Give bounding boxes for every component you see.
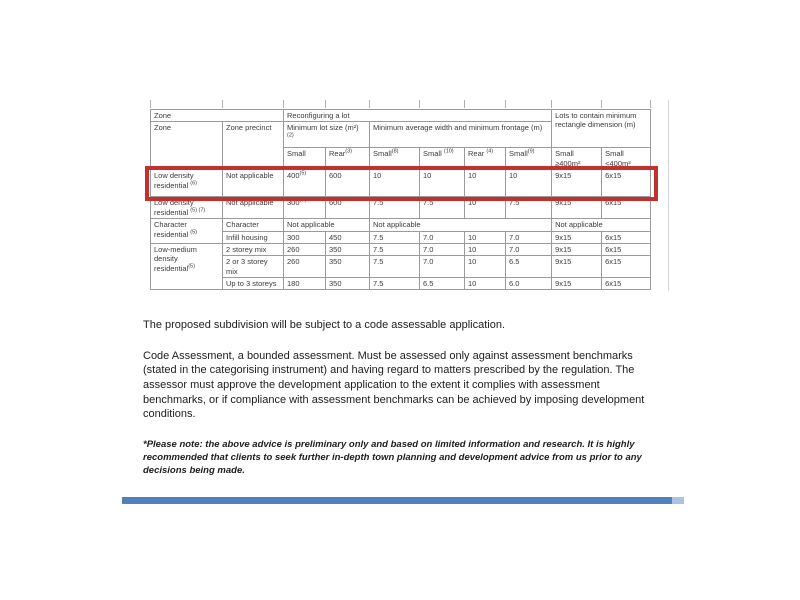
value-cell: 6.5	[419, 276, 466, 291]
subheader-cell: Small(8)	[369, 147, 421, 171]
value-cell: 10	[464, 196, 507, 220]
header-zone-precinct: Zone precinct	[221, 121, 285, 171]
value-cell: 6x15	[601, 169, 652, 198]
header-min-lot-size: Minimum lot size (m²) (2)	[283, 121, 371, 149]
value-cell: 6.0	[505, 276, 553, 291]
table-row: 2 or 3 storey mix 260 350 7.5 7.0 10 6.5…	[151, 255, 652, 278]
value-cell: 600	[325, 169, 371, 198]
header-min-avg-width: Minimum average width and minimum fronta…	[369, 121, 553, 149]
subheader-cell: Small <400m²	[601, 147, 652, 171]
value-cell: 7.0	[505, 242, 553, 257]
value-cell: 260	[283, 242, 327, 257]
value-cell: 7.5	[369, 242, 421, 257]
precinct-cell: Not applicable	[221, 169, 285, 198]
table-row: Up to 3 storeys 180 350 7.5 6.5 10 6.0 9…	[151, 276, 652, 291]
value-cell: 9x15	[551, 230, 603, 244]
value-cell: 9x15	[551, 255, 603, 278]
precinct-cell: Up to 3 storeys	[221, 276, 285, 291]
value-cell: 600	[325, 196, 371, 220]
subheader-cell: Rear(3)	[325, 147, 371, 171]
value-cell: 350	[325, 255, 371, 278]
table-row: Character residential (5) Character Not …	[150, 218, 652, 244]
advice-text-block: The proposed subdivision will be subject…	[143, 318, 665, 477]
value-cell: 300(7)	[283, 196, 327, 220]
value-cell: 350	[325, 242, 371, 257]
value-cell: 10	[369, 169, 421, 198]
value-cell: 7.5	[369, 196, 421, 220]
value-cell: Not applicable	[283, 218, 371, 232]
value-cell: 260	[283, 255, 327, 278]
footer-accent-bar	[122, 497, 684, 504]
value-cell: 180	[283, 276, 327, 291]
value-cell: 7.5	[369, 255, 421, 278]
paragraph-assessment-type: The proposed subdivision will be subject…	[143, 319, 505, 331]
value-cell: 10	[419, 169, 466, 198]
value-cell: 10	[464, 242, 507, 257]
value-cell: 400(5)	[283, 169, 327, 198]
value-cell: 10	[464, 255, 507, 278]
subheader-cell: Rear (4)	[464, 147, 507, 171]
precinct-cell: 2 or 3 storey mix	[221, 255, 285, 278]
value-cell: 10	[505, 169, 553, 198]
zoning-table-figure: Zone Reconfiguring a lot Lots to contain…	[144, 100, 658, 291]
subheader-cell: Small(9)	[505, 147, 553, 171]
header-reconfiguring-group: Reconfiguring a lot	[283, 108, 553, 123]
value-cell: 7.5	[369, 276, 421, 291]
subheader-cell: Small (10)	[419, 147, 466, 171]
value-cell: 9x15	[551, 169, 603, 198]
footer-accent-bar-tail	[672, 497, 684, 504]
value-cell: 9x15	[551, 196, 603, 220]
cropped-row-remnant	[150, 100, 652, 108]
zone-cell: Character residential (5)	[150, 218, 223, 244]
zone-cell: Low density residential (5) (7)	[150, 196, 223, 220]
precinct-cell: Character	[221, 218, 285, 232]
precinct-cell: 2 storey mix	[221, 242, 285, 257]
value-cell: Not applicable	[369, 218, 553, 232]
value-cell: 6x15	[601, 255, 652, 278]
precinct-cell: Not applicable	[221, 196, 285, 220]
highlighted-row: Low density residential (6) Not applicab…	[150, 169, 652, 198]
value-cell: 350	[325, 276, 371, 291]
value-cell: 7.0	[419, 255, 466, 278]
table-row: Low-medium density residential(5) 2 stor…	[150, 242, 652, 291]
precinct-cell: Infill housing	[221, 230, 285, 244]
value-cell: 9x15	[551, 276, 603, 291]
value-cell: 10	[464, 276, 507, 291]
header-lots-group: Lots to contain minimum rectangle dimens…	[551, 108, 652, 149]
zone-cell: Low-medium density residential(5)	[150, 242, 223, 291]
figure-edge-line	[668, 100, 669, 291]
value-cell: 7.5	[419, 196, 466, 220]
value-cell: 300	[283, 230, 327, 244]
header-zone-group: Zone	[149, 108, 285, 123]
value-cell: 7.0	[419, 242, 466, 257]
value-cell: 7.0	[419, 230, 466, 244]
value-cell: 10	[464, 230, 507, 244]
value-cell: 10	[464, 169, 507, 198]
value-cell: 9x15	[551, 242, 603, 257]
zoning-table: Zone Reconfiguring a lot Lots to contain…	[149, 108, 652, 291]
value-cell: 6x15	[601, 276, 652, 291]
value-cell: Not applicable	[551, 218, 652, 232]
header-zone: Zone	[150, 121, 223, 171]
disclaimer-note: *Please note: the above advice is prelim…	[143, 438, 642, 476]
value-cell: 6x15	[601, 230, 652, 244]
value-cell: 6x15	[601, 196, 652, 220]
value-cell: 6x15	[601, 242, 652, 257]
zone-cell: Low density residential (6)	[150, 169, 223, 198]
value-cell: 7.0	[505, 230, 553, 244]
value-cell: 6.5	[505, 255, 553, 278]
value-cell: 450	[325, 230, 371, 244]
subheader-cell: Small	[283, 147, 327, 171]
subheader-cell: Small ≥400m²	[551, 147, 603, 171]
table-row: Low density residential (5) (7) Not appl…	[150, 196, 652, 220]
paragraph-code-assessment: Code Assessment, a bounded assessment. M…	[143, 349, 645, 421]
value-cell: 7.5	[369, 230, 421, 244]
value-cell: 7.5	[505, 196, 553, 220]
table-row: Infill housing 300 450 7.5 7.0 10 7.0 9x…	[151, 230, 652, 244]
